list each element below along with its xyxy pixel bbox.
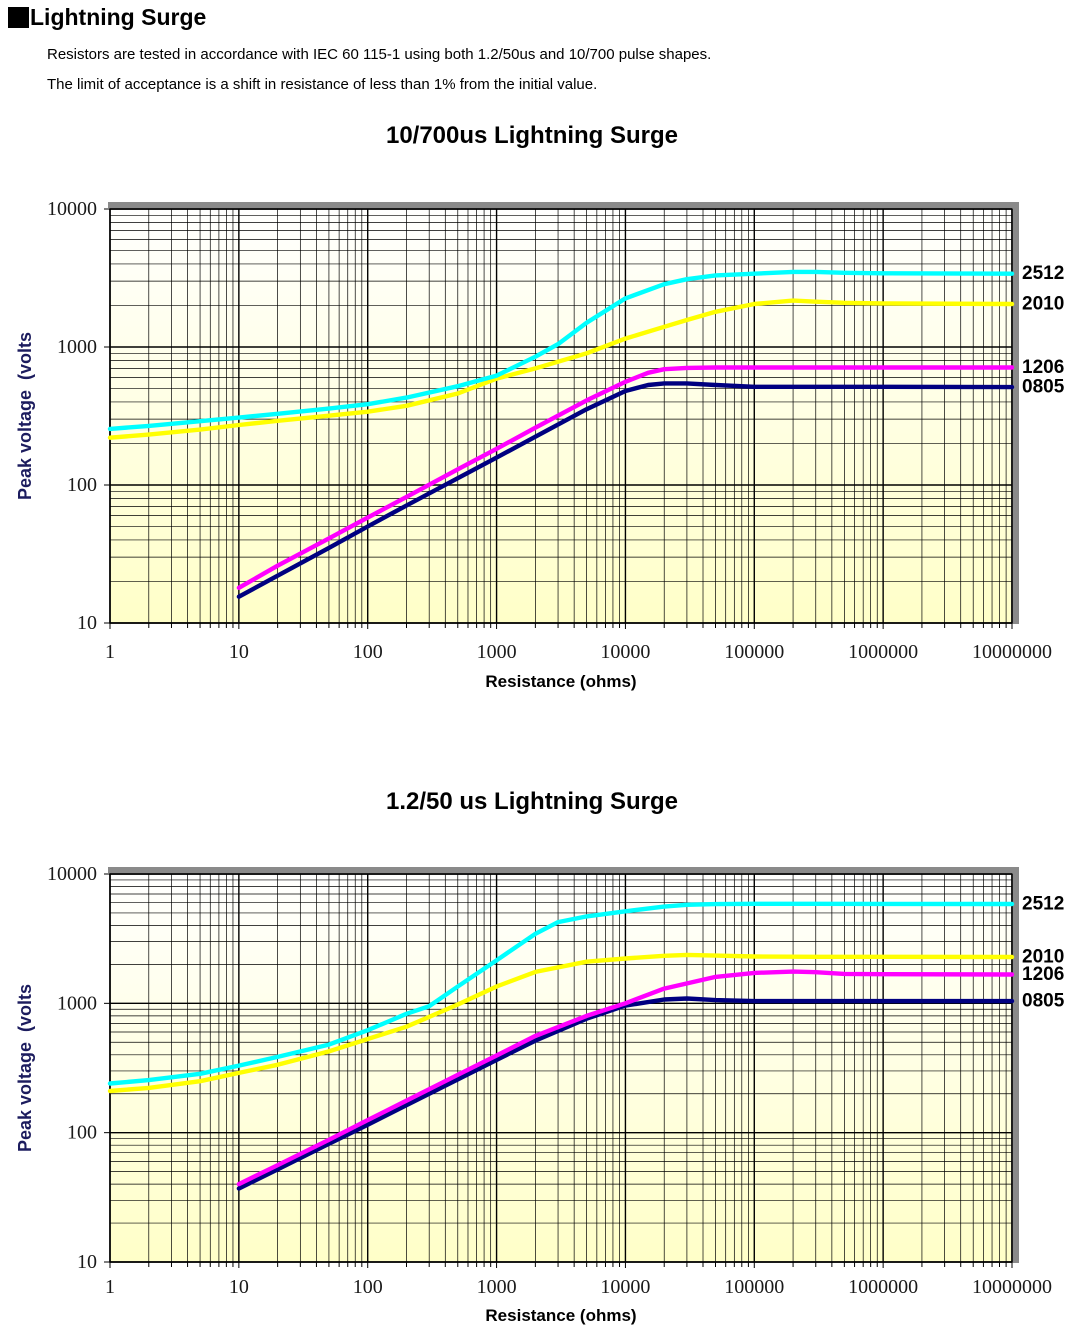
series-end-label-2010: 2010: [1022, 293, 1064, 314]
x-tick-label: 100000: [724, 641, 784, 663]
axis-tick-marks: [104, 873, 1013, 1268]
x-tick-label: 1000: [477, 641, 517, 663]
series-end-label-1206: 1206: [1022, 357, 1064, 378]
y-tick-label: 1000: [57, 992, 97, 1014]
y-tick-label: 10: [77, 612, 97, 634]
series-line-2010: [107, 952, 1015, 1094]
x-tick-label: 100: [353, 641, 383, 663]
x-tick-label: 1000: [477, 1276, 517, 1298]
axis-tick-marks: [104, 208, 1013, 629]
chart-title-1-2-50us: 1.2/50 us Lightning Surge: [385, 788, 679, 815]
x-tick-label: 10: [229, 1276, 249, 1298]
x-tick-label: 10: [229, 641, 249, 663]
series-line-0805: [236, 996, 1015, 1191]
y-axis-title: Peak voltage (volts: [15, 984, 35, 1152]
plot-area: [110, 874, 1012, 1262]
y-tick-label: 10000: [47, 863, 97, 885]
y-tick-label: 10000: [47, 198, 97, 220]
x-tick-label: 100: [353, 1276, 383, 1298]
description-line-1: Resistors are tested in accordance with …: [47, 46, 712, 63]
section-header: Lightning Surge: [8, 4, 206, 31]
series-end-label-0805: 0805: [1022, 991, 1065, 1012]
x-axis-title: Resistance (ohms): [485, 672, 636, 691]
x-tick-label: 1: [105, 641, 115, 663]
x-tick-label: 10000000: [972, 641, 1052, 663]
x-tick-label: 1000000: [848, 1276, 918, 1298]
description-line-2: The limit of acceptance is a shift in re…: [47, 76, 598, 93]
plot-frame: [109, 208, 1013, 624]
y-tick-label: 100: [67, 474, 97, 496]
page-title: Lightning Surge: [30, 4, 207, 30]
section-marker-square-icon: [8, 7, 29, 28]
series-end-label-2512: 2512: [1022, 894, 1064, 915]
series-end-label-2512: 2512: [1022, 263, 1064, 284]
x-tick-label: 10000000: [972, 1276, 1052, 1298]
x-tick-label: 1: [105, 1276, 115, 1298]
x-axis-title: Resistance (ohms): [485, 1306, 636, 1325]
series-line-2512: [107, 269, 1015, 432]
x-tick-label: 1000000: [848, 641, 918, 663]
plot-frame-shadow: [108, 202, 1019, 624]
x-tick-label: 100000: [724, 1276, 784, 1298]
series-line-1206: [236, 365, 1015, 590]
series-line-0805: [236, 381, 1015, 599]
series-line-2010: [107, 298, 1015, 440]
series-end-label-1206: 1206: [1022, 964, 1064, 985]
y-tick-label: 100: [67, 1122, 97, 1144]
series-end-label-0805: 0805: [1022, 377, 1065, 398]
x-tick-label: 10000: [600, 1276, 650, 1298]
series-line-1206: [236, 969, 1015, 1187]
chart-title-10-700us: 10/700us Lightning Surge: [385, 122, 679, 149]
y-tick-label: 1000: [57, 336, 97, 358]
x-tick-label: 10000: [600, 641, 650, 663]
series-end-label-2010: 2010: [1022, 947, 1064, 968]
series-line-2512: [107, 901, 1015, 1086]
y-axis-title: Peak voltage (volts: [15, 332, 35, 500]
plot-frame: [109, 873, 1013, 1263]
plot-frame-shadow: [108, 867, 1019, 1263]
y-tick-label: 10: [77, 1251, 97, 1273]
